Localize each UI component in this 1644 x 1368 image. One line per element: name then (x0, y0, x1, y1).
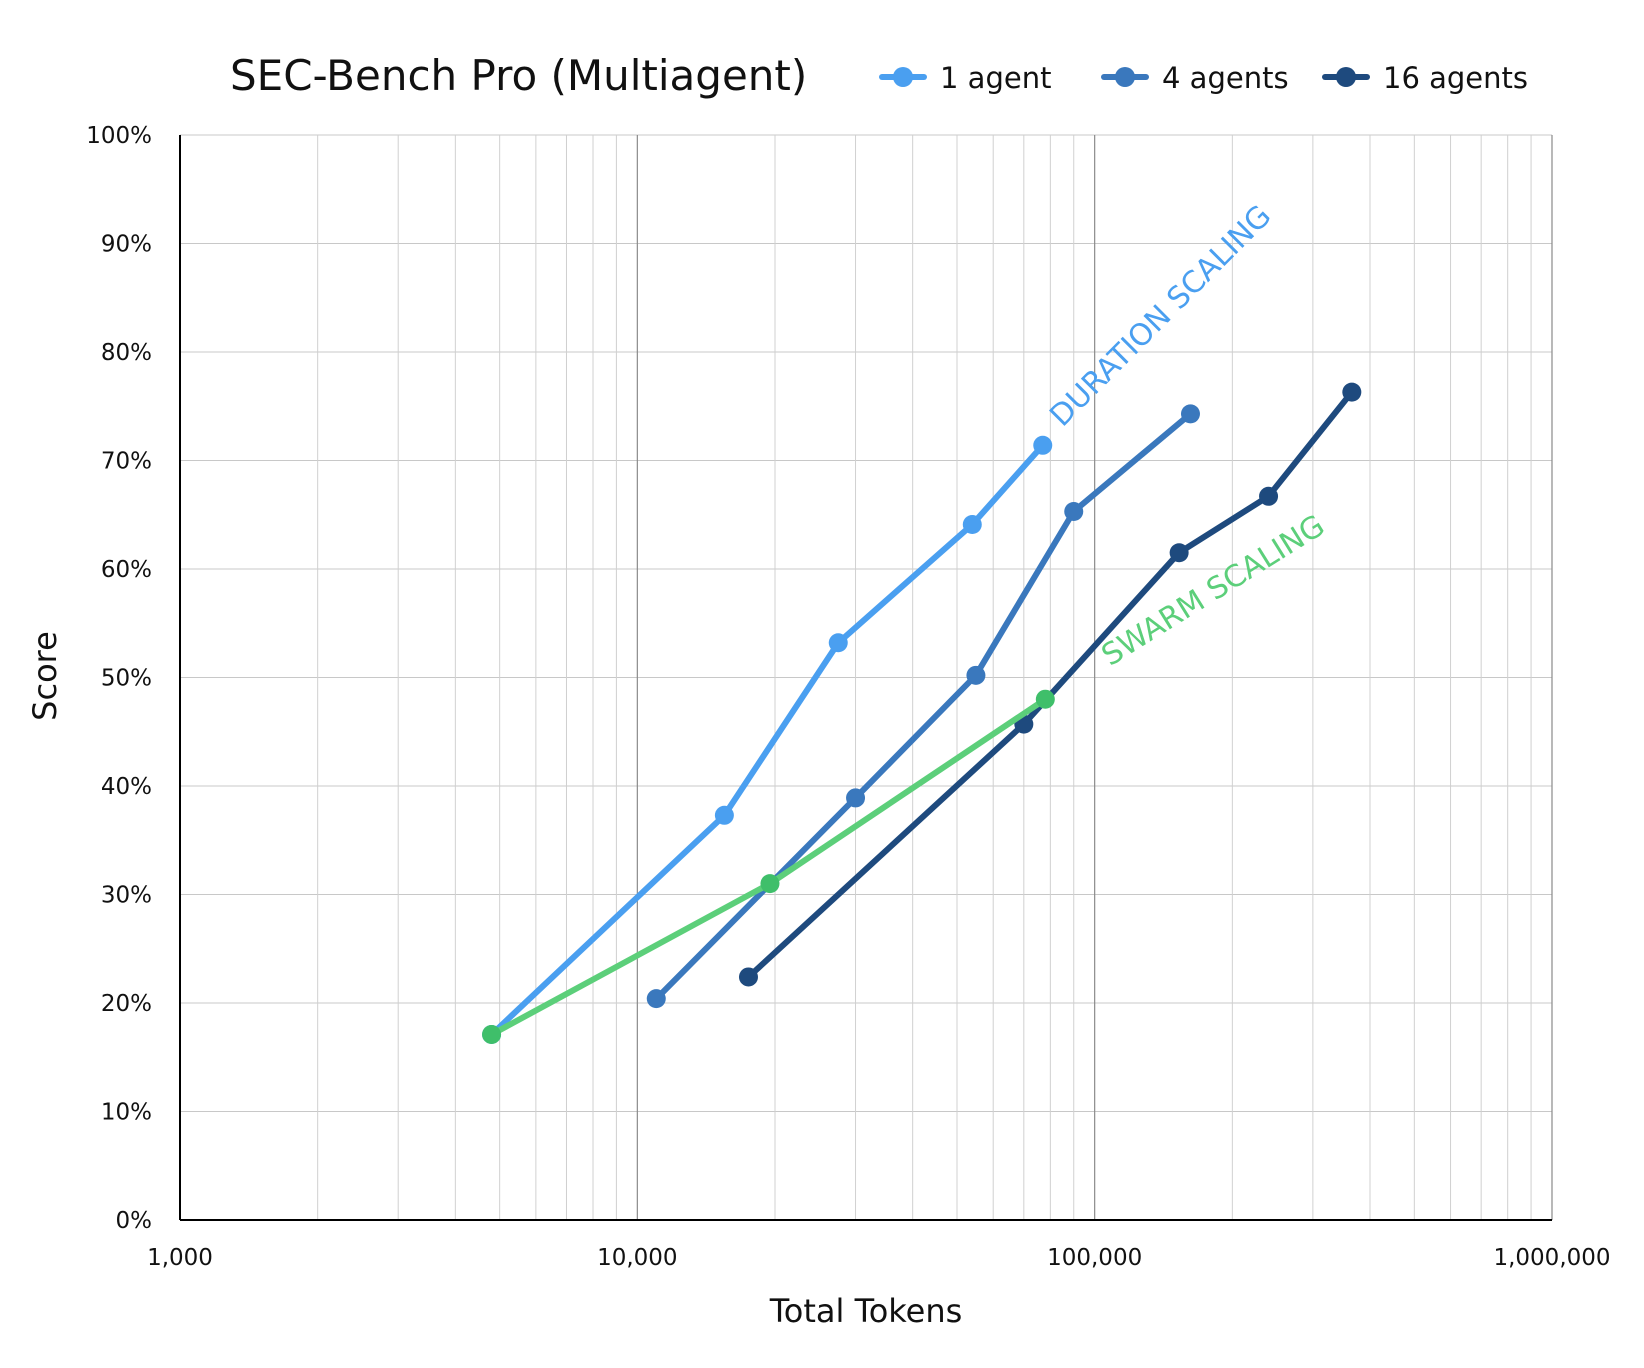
data-point (962, 515, 982, 535)
legend-swatch-marker (893, 67, 913, 87)
legend-item: 4 agents (1101, 61, 1289, 95)
y-tick-label: 0% (116, 1208, 153, 1234)
series-line (488, 442, 1046, 1038)
x-tick-label: 1,000,000 (1493, 1245, 1610, 1271)
data-point (1169, 543, 1189, 563)
x-tick-label: 100,000 (1047, 1245, 1142, 1271)
legend: 1 agent 4 agents 16 agents (879, 61, 1528, 95)
x-axis-label: Total Tokens (769, 1292, 963, 1330)
x-axis-ticks: 1,000 10,000 100,000 1,000,000 (147, 1245, 1610, 1271)
legend-label: 1 agent (940, 61, 1051, 95)
series-group (482, 382, 1362, 1044)
y-tick-label: 40% (101, 774, 152, 800)
chart-title: SEC-Bench Pro (Multiagent) (230, 51, 807, 100)
legend-swatch-marker (1336, 67, 1356, 87)
axes (179, 135, 1552, 1221)
y-tick-label: 100% (86, 123, 152, 149)
y-tick-label: 20% (101, 991, 152, 1017)
data-point (1064, 501, 1084, 521)
legend-label: 4 agents (1162, 61, 1289, 95)
series-2 (738, 382, 1362, 987)
y-tick-label: 30% (101, 883, 152, 909)
legend-item: 1 agent (879, 61, 1051, 95)
y-tick-label: 70% (101, 449, 152, 475)
legend-item: 16 agents (1322, 61, 1528, 95)
data-point (1180, 404, 1200, 424)
x-tick-label: 1,000 (147, 1245, 213, 1271)
x-tick-label: 10,000 (597, 1245, 677, 1271)
data-point (1035, 689, 1055, 709)
y-tick-label: 80% (101, 340, 152, 366)
legend-label: 16 agents (1383, 61, 1528, 95)
grid (179, 134, 1553, 1221)
data-point (738, 967, 758, 987)
y-axis-label: Score (26, 631, 64, 721)
series-3 (482, 689, 1055, 1044)
data-point (646, 989, 666, 1009)
data-point (714, 805, 734, 825)
y-tick-label: 90% (101, 232, 152, 258)
y-tick-label: 50% (101, 666, 152, 692)
y-tick-label: 10% (101, 1100, 152, 1126)
y-tick-label: 60% (101, 557, 152, 583)
y-axis-ticks: 0% 10% 20% 30% 40% 50% 60% 70% 80% 90% 100% (86, 123, 152, 1234)
series-1 (646, 404, 1200, 1009)
data-point (1033, 435, 1053, 455)
annotation-label: DURATION SCALING (1043, 199, 1278, 434)
series-0 (482, 435, 1053, 1044)
series-line (653, 410, 1194, 1002)
data-point (828, 633, 848, 653)
data-point (966, 665, 986, 685)
data-point (1342, 382, 1362, 402)
data-point (1259, 486, 1279, 506)
data-point (482, 1024, 502, 1044)
data-point (760, 874, 780, 894)
data-point (846, 788, 866, 808)
legend-swatch-marker (1115, 67, 1135, 87)
